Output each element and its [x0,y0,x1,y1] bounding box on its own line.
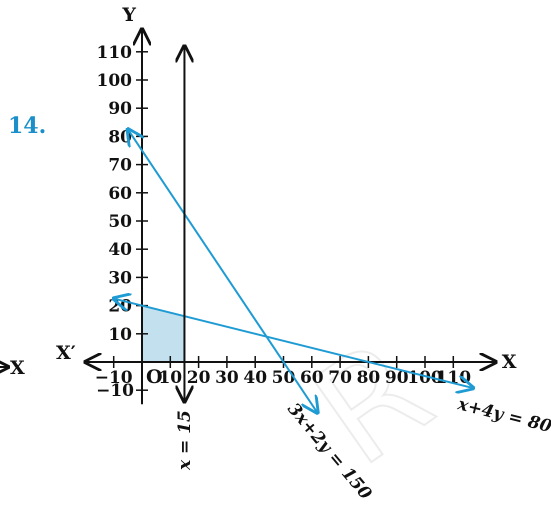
y-tick-label: 70 [108,156,132,176]
x-tick-label: 30 [215,368,239,388]
x-tick-label: 80 [357,368,381,388]
y-tick-label: 40 [108,240,132,260]
y-tick-label: 90 [108,99,132,119]
y-tick-label: 60 [108,184,132,204]
x-tick-label: 20 [187,368,211,388]
y-tick-label: 100 [97,71,133,91]
y-tick-label: 30 [108,268,132,288]
x-axis-name: X [502,351,517,373]
x-tick-label: 60 [300,368,324,388]
x-tick-label: 110 [436,368,472,388]
x-tick-label: 40 [243,368,267,388]
equation-label-2: x+4y = 80 [455,394,551,437]
origin-label: O [146,366,163,388]
problem-number: 14. [8,113,46,139]
y-tick-label: 50 [108,212,132,232]
x-axis-negative-name: X′ [56,342,76,364]
cropped-x-label: X [10,357,25,379]
y-tick-label: −10 [96,381,134,401]
constraint-line-2 [114,299,473,389]
y-tick-label: 110 [97,43,133,63]
cropped-previous-axis: X [0,357,25,379]
x-tick-label: 50 [272,368,296,388]
equation-label-3: x = 15 [175,410,195,471]
y-axis-name: Y [121,4,136,26]
x-tick-label: 70 [328,368,352,388]
y-tick-label: 10 [108,325,132,345]
